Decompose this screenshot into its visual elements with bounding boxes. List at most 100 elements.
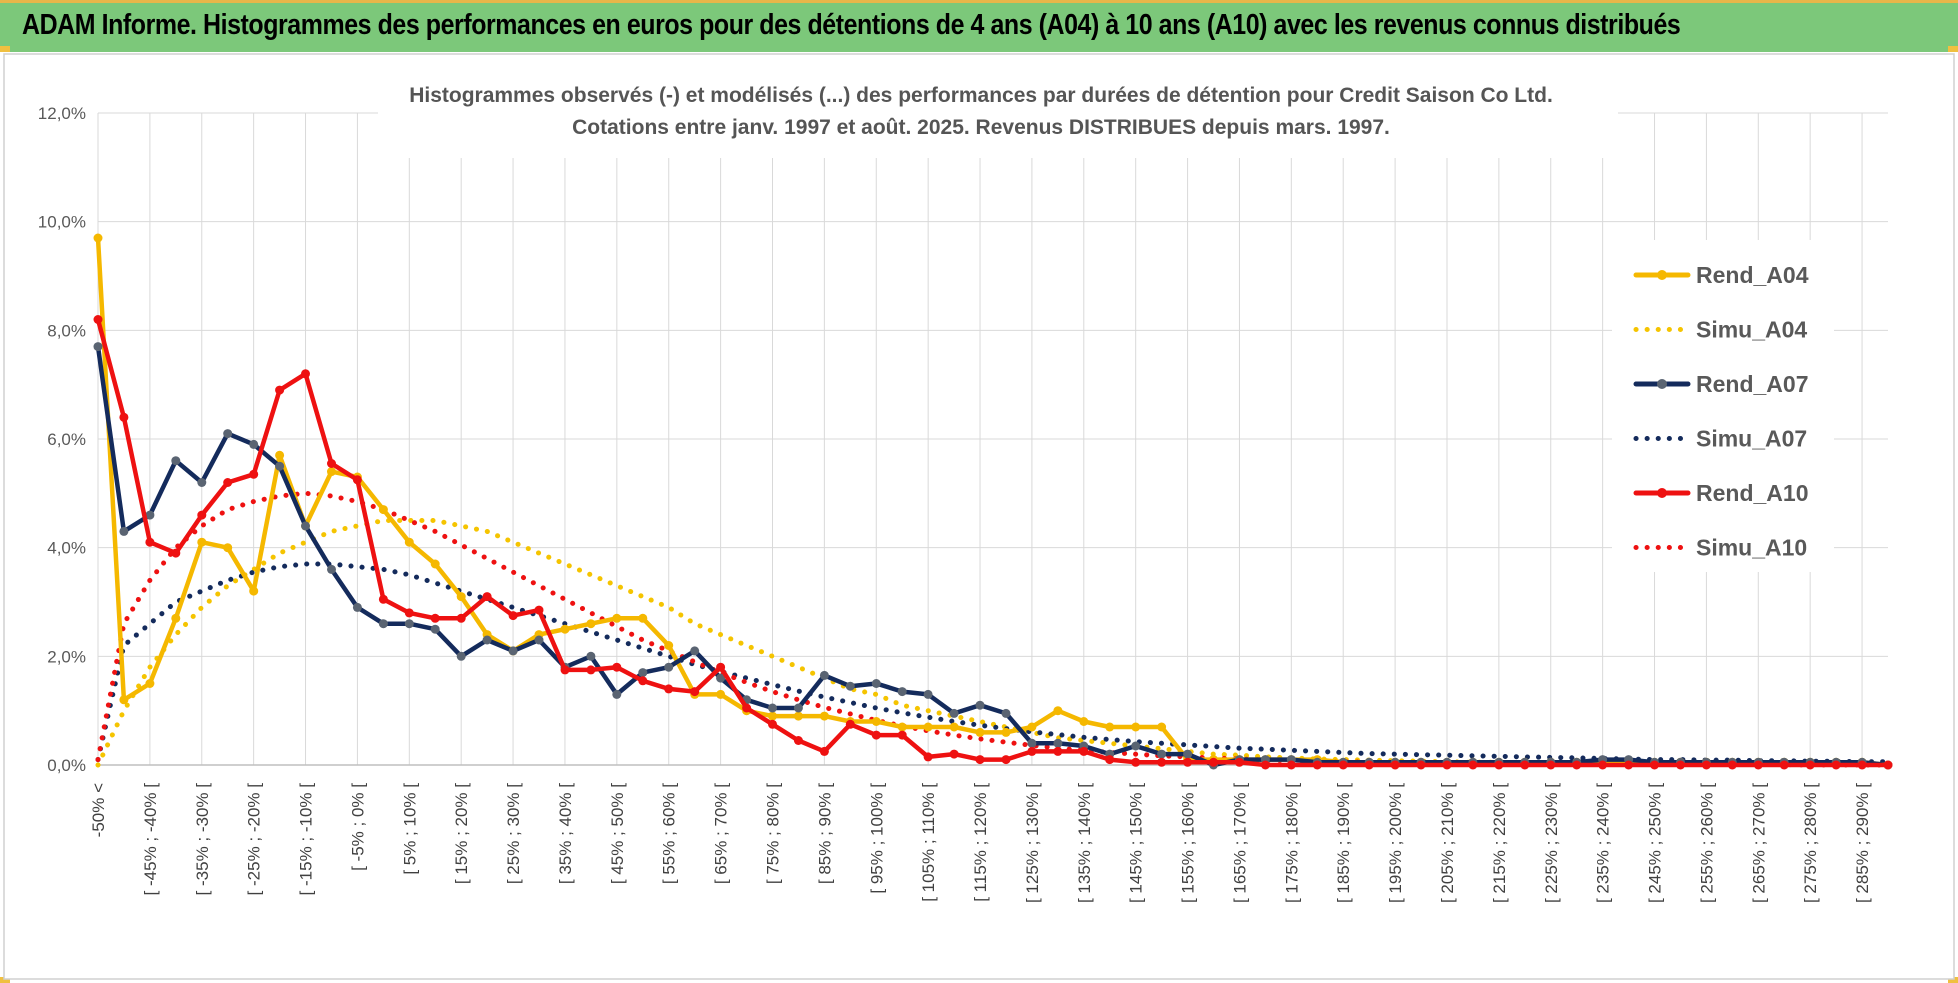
data-point-rend-a10: [1157, 757, 1167, 767]
data-point-rend-a10: [1753, 760, 1763, 770]
data-point-rend-a10: [145, 537, 155, 547]
legend-label-rend-a07: Rend_A07: [1696, 371, 1808, 397]
data-point-rend-a10: [1364, 760, 1374, 770]
data-point-rend-a07: [793, 703, 803, 713]
y-tick-label: 2,0%: [47, 647, 86, 666]
x-tick-label: [ -15% ; -10% [: [297, 783, 316, 896]
corner-mark: [1948, 977, 1958, 983]
data-point-rend-a04: [327, 467, 336, 477]
data-point-rend-a07: [378, 619, 388, 629]
data-point-rend-a07: [975, 700, 985, 710]
data-point-rend-a07: [845, 681, 855, 691]
data-point-rend-a10: [1131, 757, 1141, 767]
data-point-rend-a10: [1027, 746, 1037, 756]
data-point-rend-a10: [1650, 760, 1659, 770]
corner-mark: [0, 977, 10, 983]
x-tick-label: [ 55% ; 60% [: [660, 783, 679, 884]
data-point-rend-a10: [949, 749, 959, 759]
data-point-rend-a04: [975, 727, 985, 737]
data-point-rend-a04: [768, 711, 777, 721]
x-tick-label: [ 45% ; 50% [: [608, 783, 627, 884]
legend-marker-rend-a07: [1657, 379, 1667, 389]
x-tick-label: [ 75% ; 80% [: [763, 783, 782, 884]
legend-marker-rend-a04: [1657, 270, 1667, 280]
data-point-rend-a10: [1312, 760, 1322, 770]
data-point-rend-a04: [1131, 722, 1141, 732]
data-point-rend-a10: [1779, 760, 1789, 770]
title-background: [378, 70, 1618, 158]
data-point-rend-a04: [819, 711, 829, 721]
data-point-rend-a10: [897, 730, 907, 740]
data-point-rend-a10: [1338, 760, 1348, 770]
data-point-rend-a10: [508, 611, 518, 621]
data-point-rend-a07: [1157, 749, 1167, 759]
data-point-rend-a10: [1598, 760, 1608, 770]
x-tick-label: [ 175% ; 180% [: [1282, 783, 1301, 903]
x-tick-label: [ 235% ; 240% [: [1594, 783, 1613, 903]
x-tick-label: [ 145% ; 150% [: [1127, 783, 1146, 903]
series-group: [93, 233, 1893, 770]
legend-label-rend-a10: Rend_A10: [1696, 480, 1808, 506]
x-tick-label: [ 5% ; 10% [: [400, 783, 419, 875]
data-point-rend-a10: [1183, 757, 1193, 767]
data-point-rend-a04: [897, 722, 907, 732]
data-point-rend-a10: [1209, 757, 1218, 767]
data-point-rend-a04: [612, 613, 622, 623]
data-point-rend-a10: [1234, 757, 1244, 767]
data-point-rend-a07: [482, 635, 492, 645]
data-point-rend-a10: [119, 412, 129, 422]
data-point-rend-a07: [171, 456, 181, 466]
data-point-rend-a04: [93, 233, 103, 243]
data-point-rend-a07: [93, 342, 103, 352]
data-point-rend-a10: [275, 385, 285, 395]
data-point-rend-a10: [223, 478, 233, 487]
series-line-rend-a10: [95, 317, 1891, 768]
data-point-rend-a10: [1701, 760, 1711, 770]
report-header: ADAM Informe. Histogrammes des performan…: [0, 0, 1958, 52]
data-point-rend-a04: [871, 717, 881, 726]
data-point-rend-a07: [923, 689, 933, 699]
x-tick-label: [ -5% ; 0% [: [348, 783, 367, 871]
x-tick-label: [ 255% ; 260% [: [1697, 783, 1716, 903]
data-point-rend-a07: [638, 668, 648, 678]
data-point-rend-a07: [430, 624, 440, 634]
data-point-rend-a07: [819, 670, 829, 680]
data-point-rend-a07: [586, 651, 596, 661]
x-tick-label: [ 185% ; 190% [: [1334, 783, 1353, 903]
x-tick-label: [ 85% ; 90% [: [815, 783, 834, 884]
data-point-rend-a04: [949, 722, 959, 732]
data-point-rend-a04: [1079, 717, 1089, 726]
data-point-rend-a07: [534, 635, 544, 645]
data-point-rend-a04: [378, 505, 388, 515]
data-point-rend-a10: [1079, 746, 1089, 756]
data-point-rend-a10: [456, 613, 466, 623]
data-point-rend-a10: [534, 605, 544, 615]
data-point-rend-a10: [352, 475, 362, 485]
data-point-rend-a07: [404, 619, 414, 629]
data-point-rend-a04: [1027, 722, 1037, 732]
legend-label-simu-a10: Simu_A10: [1696, 535, 1807, 561]
chart-subtitle: Cotations entre janv. 1997 et août. 2025…: [572, 116, 1390, 139]
data-point-rend-a04: [1105, 722, 1115, 732]
data-point-rend-a10: [93, 315, 103, 324]
data-point-rend-a10: [1053, 746, 1063, 756]
data-point-rend-a04: [275, 450, 285, 460]
x-tick-label: [ 135% ; 140% [: [1075, 783, 1094, 903]
x-tick-label: [ 215% ; 220% [: [1490, 783, 1509, 903]
data-point-rend-a04: [1157, 722, 1167, 732]
y-tick-label: 12,0%: [38, 104, 86, 123]
data-point-rend-a04: [145, 679, 155, 688]
x-tick-label: [ 225% ; 230% [: [1542, 783, 1561, 903]
data-point-rend-a10: [638, 676, 648, 686]
legend-marker-rend-a10: [1657, 488, 1667, 498]
data-point-rend-a04: [197, 537, 207, 547]
data-point-rend-a10: [1883, 760, 1893, 770]
data-point-rend-a07: [249, 439, 259, 449]
data-point-rend-a07: [1183, 749, 1193, 759]
data-point-rend-a10: [1624, 760, 1634, 770]
data-point-rend-a10: [664, 684, 674, 694]
data-point-rend-a04: [923, 722, 933, 732]
data-point-rend-a04: [119, 695, 129, 705]
legend-background: [1612, 240, 1834, 572]
data-point-rend-a10: [171, 548, 181, 558]
